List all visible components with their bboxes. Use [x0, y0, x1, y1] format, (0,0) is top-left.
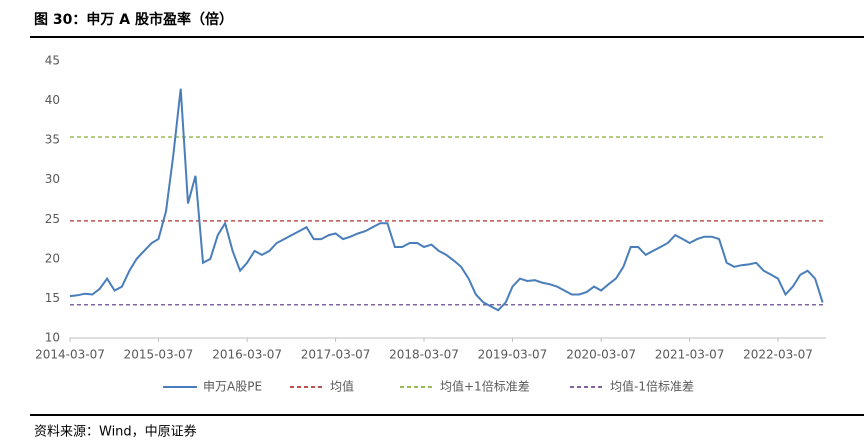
x-tick-label: 2017-03-07	[301, 348, 371, 362]
legend-label: 申万A股PE	[203, 380, 262, 394]
x-tick-label: 2014-03-07	[35, 348, 105, 362]
x-tick-label: 2022-03-07	[743, 348, 813, 362]
x-tick-label: 2015-03-07	[124, 348, 194, 362]
y-tick-label: 30	[45, 172, 60, 186]
y-tick-label: 35	[45, 133, 60, 147]
figure-title: 图 30：申万 A 股市盈率（倍）	[34, 11, 233, 28]
x-tick-label: 2020-03-07	[566, 348, 636, 362]
x-tick-label: 2018-03-07	[389, 348, 459, 362]
y-tick-label: 45	[45, 54, 60, 68]
series-line	[69, 88, 824, 312]
y-tick-label: 20	[45, 251, 60, 265]
y-tick-label: 10	[45, 331, 60, 345]
y-tick-label: 15	[45, 291, 60, 305]
x-tick-label: 2021-03-07	[655, 348, 725, 362]
source-note: 资料来源：Wind，中原证券	[34, 424, 197, 440]
legend-label: 均值-1倍标准差	[610, 379, 694, 394]
y-tick-label: 40	[45, 93, 60, 107]
y-tick-label: 25	[45, 212, 60, 226]
legend-label: 均值+1倍标准差	[440, 379, 530, 394]
x-tick-label: 2019-03-07	[478, 348, 548, 362]
x-tick-label: 2016-03-07	[212, 348, 282, 362]
legend-label: 均值	[330, 379, 354, 394]
